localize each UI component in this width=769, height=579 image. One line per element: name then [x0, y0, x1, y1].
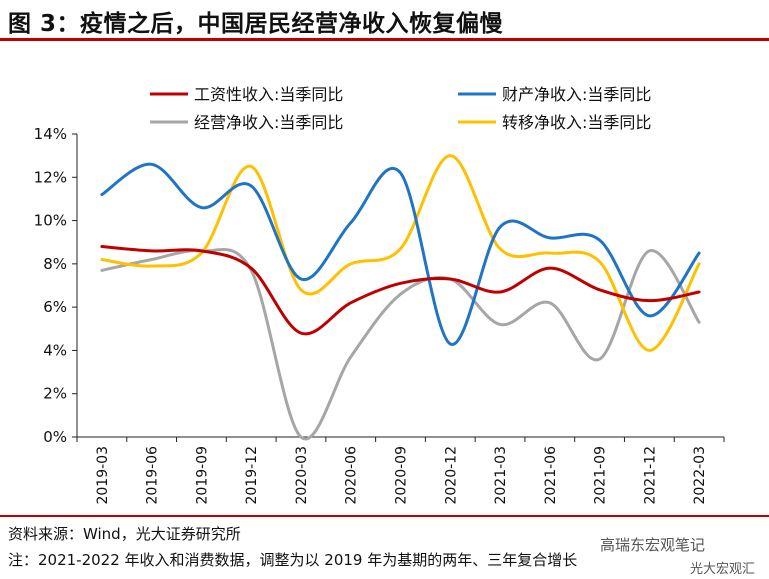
- axes: 0% 2% 4% 6% 8% 10% 12% 14% 2019-03 2019-06 2019-09…: [34, 125, 725, 505]
- y-tick-label: 8%: [43, 255, 67, 273]
- series-line-transfer: [100, 154, 701, 352]
- y-tick-label: 14%: [34, 125, 67, 143]
- footer-rule: [0, 515, 769, 517]
- watermark: 高瑞东宏观笔记: [600, 536, 706, 554]
- page-title: 图 3：疫情之后，中国居民经营净收入恢复偏慢: [8, 11, 504, 37]
- series-lines: [100, 154, 701, 441]
- x-tick-label: 2020-03: [294, 446, 310, 505]
- y-tick-label: 12%: [34, 168, 67, 186]
- source-note: 资料来源：Wind，光大证券研究所: [8, 525, 241, 543]
- x-tick-label: 2021-06: [543, 446, 559, 505]
- y-tick-label: 10%: [34, 212, 67, 230]
- title-rule: [0, 38, 769, 41]
- legend-label-wage: 工资性收入:当季同比: [194, 85, 343, 104]
- x-tick-label: 2020-09: [394, 446, 410, 505]
- x-tick-label: 2019-03: [95, 446, 111, 505]
- y-tick-label: 4%: [43, 341, 67, 359]
- footnote: 注：2021-2022 年收入和消费数据，调整为以 2019 年为基期的两年、三…: [8, 551, 578, 569]
- x-tick-label: 2020-06: [344, 446, 360, 505]
- x-tick-label: 2019-12: [244, 446, 260, 505]
- watermark-2: 光大宏观汇: [690, 562, 756, 577]
- legend-label-property: 财产净收入:当季同比: [502, 85, 651, 104]
- legend-label-business: 经营净收入:当季同比: [194, 113, 343, 132]
- x-tick-label: 2019-09: [194, 446, 210, 505]
- series-line-property: [100, 162, 701, 346]
- y-tick-label: 6%: [43, 298, 67, 316]
- x-tick-label: 2022-03: [692, 446, 708, 505]
- y-tick-label: 0%: [43, 428, 67, 446]
- legend-label-transfer: 转移净收入:当季同比: [502, 113, 651, 132]
- x-tick-label: 2019-06: [145, 446, 161, 505]
- y-tick-label: 2%: [43, 385, 67, 403]
- x-tick-label: 2021-12: [642, 446, 658, 505]
- x-tick-label: 2021-09: [593, 446, 609, 505]
- x-tick-label: 2020-12: [443, 446, 459, 505]
- series-line-wage: [100, 245, 701, 336]
- x-tick-label: 2021-03: [493, 446, 509, 505]
- series-line-business: [100, 248, 701, 441]
